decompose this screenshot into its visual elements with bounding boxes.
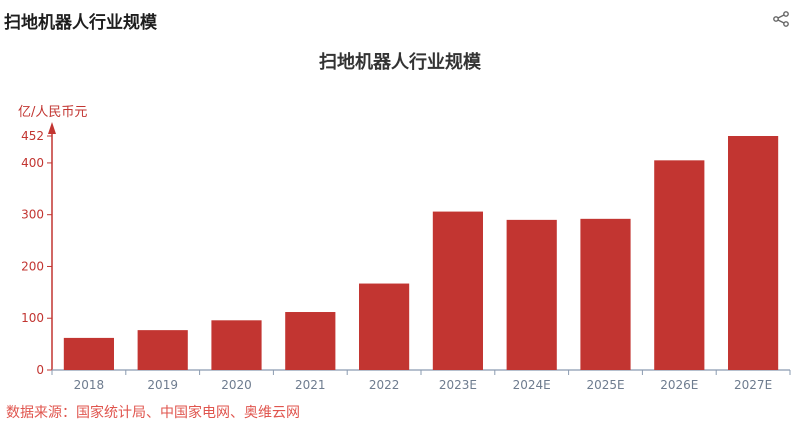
y-tick-label: 100 (21, 311, 44, 325)
x-tick-label: 2019 (147, 378, 178, 390)
y-tick-label: 452 (21, 129, 44, 143)
x-tick-label: 2021 (295, 378, 326, 390)
bar-2027E[interactable] (728, 136, 779, 370)
bar-2019[interactable] (137, 330, 188, 370)
x-tick-label: 2024E (513, 378, 551, 390)
bar-2020[interactable] (211, 320, 262, 370)
x-axis: 2018 2019 2020 2021 2022 2023E 2024E 2025E 2026E… (51, 369, 791, 392)
y-axis: 0 100 200 300 400 452 (21, 122, 56, 377)
data-source-note: 数据来源：国家统计局、中国家电网、奥维云网 (6, 405, 300, 421)
y-axis-label: 亿/人民币元 (18, 105, 87, 120)
x-tick-label: 2026E (660, 378, 698, 390)
chart-container: 扫地机器人行业规模 亿/人民币元 0 100 200 300 400 452 2018 20… (0, 40, 800, 392)
x-tick-label: 2020 (221, 378, 252, 390)
bar-2024E[interactable] (506, 219, 557, 370)
y-tick-label: 300 (21, 208, 44, 222)
x-tick-label: 2025E (586, 378, 624, 390)
chart-title: 扫地机器人行业规模 (319, 51, 482, 73)
y-tick-label: 400 (21, 156, 44, 170)
bar-2025E[interactable] (580, 218, 631, 370)
page-title: 扫地机器人行业规模 (4, 13, 157, 33)
y-tick-label: 0 (36, 363, 44, 377)
y-axis-arrow (48, 122, 56, 134)
bar-2022[interactable] (359, 283, 410, 370)
bar-2023E[interactable] (432, 211, 483, 370)
y-tick-label: 200 (21, 259, 44, 273)
x-tick-label: 2018 (74, 378, 105, 390)
x-tick-label: 2027E (734, 378, 772, 390)
bars-group (63, 136, 779, 370)
bar-2021[interactable] (285, 312, 336, 370)
bar-2026E[interactable] (654, 160, 705, 370)
share-icon[interactable] (772, 10, 790, 28)
page-header: 扫地机器人行业规模 (0, 0, 800, 40)
x-tick-label: 2023E (439, 378, 477, 390)
x-tick-label: 2022 (369, 378, 400, 390)
bar-2018[interactable] (63, 337, 114, 370)
